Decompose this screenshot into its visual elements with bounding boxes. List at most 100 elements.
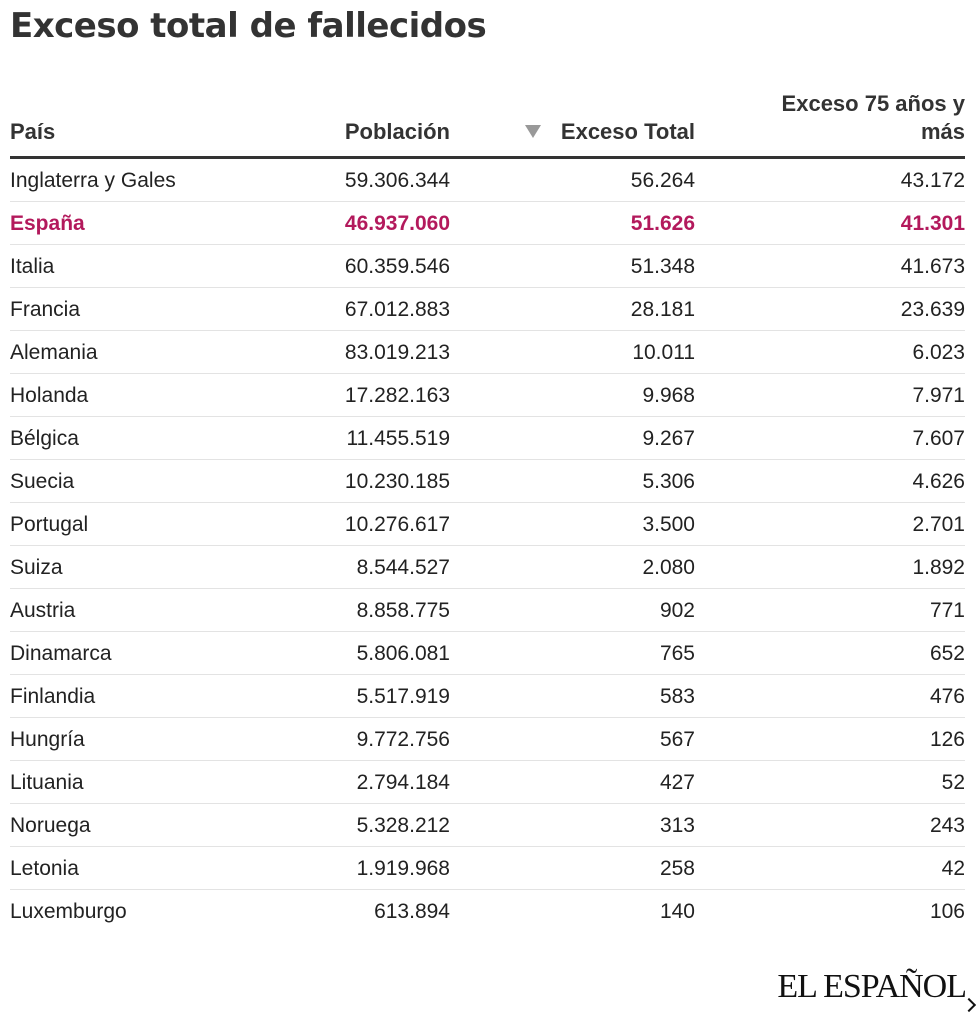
cell-exceso-75: 1.892 bbox=[912, 556, 965, 579]
table-row: Bélgica 11.455.519 9.267 7.607 bbox=[10, 417, 965, 460]
cell-poblacion: 5.328.212 bbox=[356, 814, 450, 837]
cell-exceso-75: 7.971 bbox=[912, 384, 965, 407]
cell-pais: Finlandia bbox=[10, 685, 96, 708]
cell-exceso-total: 3.500 bbox=[642, 513, 695, 536]
page-title: Exceso total de fallecidos bbox=[10, 6, 487, 46]
cell-exceso-total: 567 bbox=[659, 728, 695, 751]
table-row: España 46.937.060 51.626 41.301 bbox=[10, 202, 965, 245]
cell-pais: Hungría bbox=[10, 728, 85, 751]
cell-exceso-75: 771 bbox=[929, 599, 965, 622]
sort-descending-icon[interactable] bbox=[525, 125, 541, 138]
cell-exceso-total: 9.968 bbox=[642, 384, 695, 407]
column-header-poblacion[interactable]: Población bbox=[344, 119, 450, 144]
table-row: Luxemburgo 613.894 140 106 bbox=[10, 890, 965, 932]
table-row: Italia 60.359.546 51.348 41.673 bbox=[10, 245, 965, 288]
cell-pais: Holanda bbox=[10, 384, 89, 407]
brand-logo: EL ESPAÑOL bbox=[777, 968, 967, 1005]
table-header: País Población Exceso Total Exceso 75 añ… bbox=[10, 88, 965, 159]
cell-pais: Austria bbox=[10, 599, 76, 622]
cell-pais: España bbox=[10, 212, 85, 235]
cell-pais: Portugal bbox=[10, 513, 89, 536]
table-row: Austria 8.858.775 902 771 bbox=[10, 589, 965, 632]
cell-poblacion: 59.306.344 bbox=[344, 169, 450, 192]
cell-pais: Italia bbox=[10, 255, 55, 278]
table-row: Inglaterra y Gales 59.306.344 56.264 43.172 bbox=[10, 159, 965, 202]
cell-exceso-total: 258 bbox=[659, 857, 695, 880]
cell-pais: Bélgica bbox=[10, 427, 79, 450]
cell-poblacion: 46.937.060 bbox=[344, 212, 450, 235]
cell-exceso-75: 652 bbox=[929, 642, 965, 665]
cell-poblacion: 60.359.546 bbox=[344, 255, 450, 278]
table-row: Holanda 17.282.163 9.968 7.971 bbox=[10, 374, 965, 417]
cell-exceso-75: 4.626 bbox=[912, 470, 965, 493]
table-row: Suecia 10.230.185 5.306 4.626 bbox=[10, 460, 965, 503]
cell-exceso-total: 28.181 bbox=[630, 298, 695, 321]
cell-exceso-75: 476 bbox=[929, 685, 965, 708]
cell-exceso-total: 51.348 bbox=[630, 255, 695, 278]
cell-poblacion: 10.230.185 bbox=[344, 470, 450, 493]
cell-exceso-75: 42 bbox=[941, 857, 965, 880]
data-table: País Población Exceso Total Exceso 75 añ… bbox=[10, 88, 965, 932]
table-row: Lituania 2.794.184 427 52 bbox=[10, 761, 965, 804]
cell-exceso-total: 9.267 bbox=[642, 427, 695, 450]
cell-pais: Noruega bbox=[10, 814, 91, 837]
cell-exceso-75: 243 bbox=[929, 814, 965, 837]
cell-poblacion: 613.894 bbox=[374, 900, 450, 923]
cell-exceso-total: 56.264 bbox=[630, 169, 695, 192]
cell-exceso-75: 106 bbox=[929, 900, 965, 923]
cell-pais: Alemania bbox=[10, 341, 98, 364]
table-row: Suiza 8.544.527 2.080 1.892 bbox=[10, 546, 965, 589]
cell-pais: Luxemburgo bbox=[10, 900, 127, 923]
cell-exceso-total: 10.011 bbox=[632, 341, 695, 364]
cell-exceso-total: 140 bbox=[659, 900, 695, 923]
table-row: Noruega 5.328.212 313 243 bbox=[10, 804, 965, 847]
cell-exceso-total: 427 bbox=[659, 771, 695, 794]
table-body: Inglaterra y Gales 59.306.344 56.264 43.172… bbox=[10, 159, 965, 932]
table-row: Dinamarca 5.806.081 765 652 bbox=[10, 632, 965, 675]
cell-pais: Inglaterra y Gales bbox=[10, 169, 176, 192]
cell-exceso-total: 2.080 bbox=[642, 556, 695, 579]
cell-exceso-75: 7.607 bbox=[912, 427, 965, 450]
cell-exceso-75: 52 bbox=[941, 771, 965, 794]
cell-poblacion: 67.012.883 bbox=[344, 298, 450, 321]
cell-pais: Suecia bbox=[10, 470, 75, 493]
cell-exceso-75: 6.023 bbox=[912, 341, 965, 364]
table-row: Portugal 10.276.617 3.500 2.701 bbox=[10, 503, 965, 546]
cell-poblacion: 8.544.527 bbox=[356, 556, 450, 579]
cell-pais: Lituania bbox=[10, 771, 84, 794]
table-row: Francia 67.012.883 28.181 23.639 bbox=[10, 288, 965, 331]
cell-exceso-total: 51.626 bbox=[630, 212, 695, 235]
cell-exceso-total: 583 bbox=[659, 685, 695, 708]
column-header-pais[interactable]: País bbox=[10, 119, 56, 144]
cell-poblacion: 2.794.184 bbox=[356, 771, 450, 794]
column-header-exceso-75[interactable]: Exceso 75 años y más bbox=[781, 91, 965, 144]
cell-poblacion: 8.858.775 bbox=[356, 599, 450, 622]
cell-exceso-total: 313 bbox=[659, 814, 695, 837]
cell-exceso-75: 43.172 bbox=[900, 169, 965, 192]
cell-poblacion: 17.282.163 bbox=[344, 384, 450, 407]
table-row: Hungría 9.772.756 567 126 bbox=[10, 718, 965, 761]
cell-exceso-total: 5.306 bbox=[642, 470, 695, 493]
table-row: Finlandia 5.517.919 583 476 bbox=[10, 675, 965, 718]
table-row: Letonia 1.919.968 258 42 bbox=[10, 847, 965, 890]
cell-pais: Letonia bbox=[10, 857, 79, 880]
cell-exceso-75: 41.301 bbox=[900, 212, 965, 235]
table-row: Alemania 83.019.213 10.011 6.023 bbox=[10, 331, 965, 374]
cell-poblacion: 1.919.968 bbox=[356, 857, 450, 880]
cell-exceso-75: 126 bbox=[929, 728, 965, 751]
cell-poblacion: 9.772.756 bbox=[356, 728, 450, 751]
cell-poblacion: 10.276.617 bbox=[344, 513, 450, 536]
cell-exceso-75: 41.673 bbox=[900, 255, 965, 278]
cell-poblacion: 83.019.213 bbox=[344, 341, 450, 364]
cell-exceso-75: 2.701 bbox=[912, 513, 965, 536]
column-header-exceso-total[interactable]: Exceso Total bbox=[560, 119, 695, 144]
cell-pais: Dinamarca bbox=[10, 642, 112, 665]
cell-pais: Suiza bbox=[10, 556, 63, 579]
cell-poblacion: 11.455.519 bbox=[346, 427, 450, 450]
cell-exceso-total: 902 bbox=[659, 599, 695, 622]
cell-pais: Francia bbox=[10, 298, 81, 321]
cell-poblacion: 5.806.081 bbox=[356, 642, 450, 665]
cell-exceso-total: 765 bbox=[659, 642, 695, 665]
cell-exceso-75: 23.639 bbox=[900, 298, 965, 321]
cell-poblacion: 5.517.919 bbox=[356, 685, 450, 708]
